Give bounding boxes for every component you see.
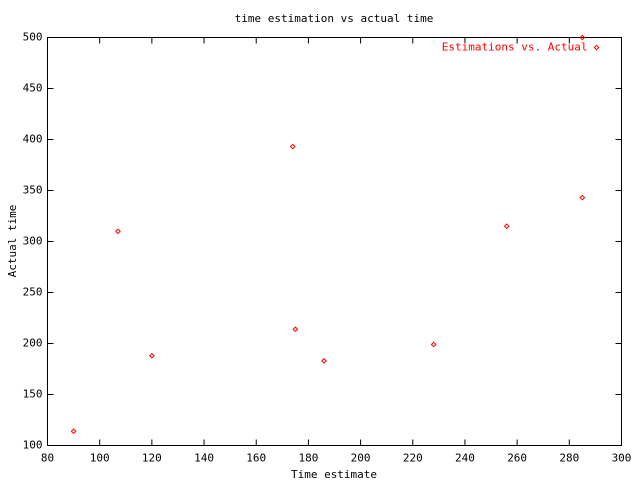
point [115, 228, 121, 235]
legend-marker [593, 44, 600, 51]
y-tick-label: 400 [23, 133, 43, 146]
y-axis-label: Actual time [6, 205, 19, 278]
x-tick-label: 120 [142, 452, 162, 465]
x-tick-label: 160 [246, 452, 266, 465]
x-tick-label: 180 [298, 452, 318, 465]
x-tick-label: 220 [403, 452, 423, 465]
y-tick-label: 250 [23, 286, 43, 299]
point [503, 223, 510, 230]
x-axis-label: Time estimate [291, 468, 377, 480]
x-tick-label: 80 [41, 452, 54, 465]
point [70, 428, 77, 435]
x-tick-label: 280 [559, 452, 579, 465]
y-tick-label: 350 [23, 184, 43, 197]
x-tick-label: 200 [351, 452, 371, 465]
y-tick-label: 300 [23, 235, 43, 248]
x-tick-label: 300 [612, 452, 632, 465]
point [579, 194, 586, 201]
x-tick-label: 100 [90, 452, 110, 465]
legend-label: Estimations vs. Actual [442, 41, 588, 54]
plot-frame [47, 37, 622, 446]
x-tick-label: 260 [507, 452, 527, 465]
x-tick-label: 240 [455, 452, 475, 465]
point [430, 341, 437, 348]
point [579, 34, 586, 41]
x-tick-label: 140 [194, 452, 214, 465]
chart-title: time estimation vs actual time [235, 12, 434, 25]
y-tick-label: 500 [23, 31, 43, 44]
point [148, 352, 155, 359]
y-tick-label: 450 [23, 82, 43, 95]
point [292, 326, 299, 333]
point [321, 357, 327, 364]
y-tick-label: 150 [23, 388, 43, 401]
point [289, 143, 296, 150]
y-tick-label: 100 [23, 439, 43, 452]
y-tick-label: 200 [23, 337, 43, 350]
